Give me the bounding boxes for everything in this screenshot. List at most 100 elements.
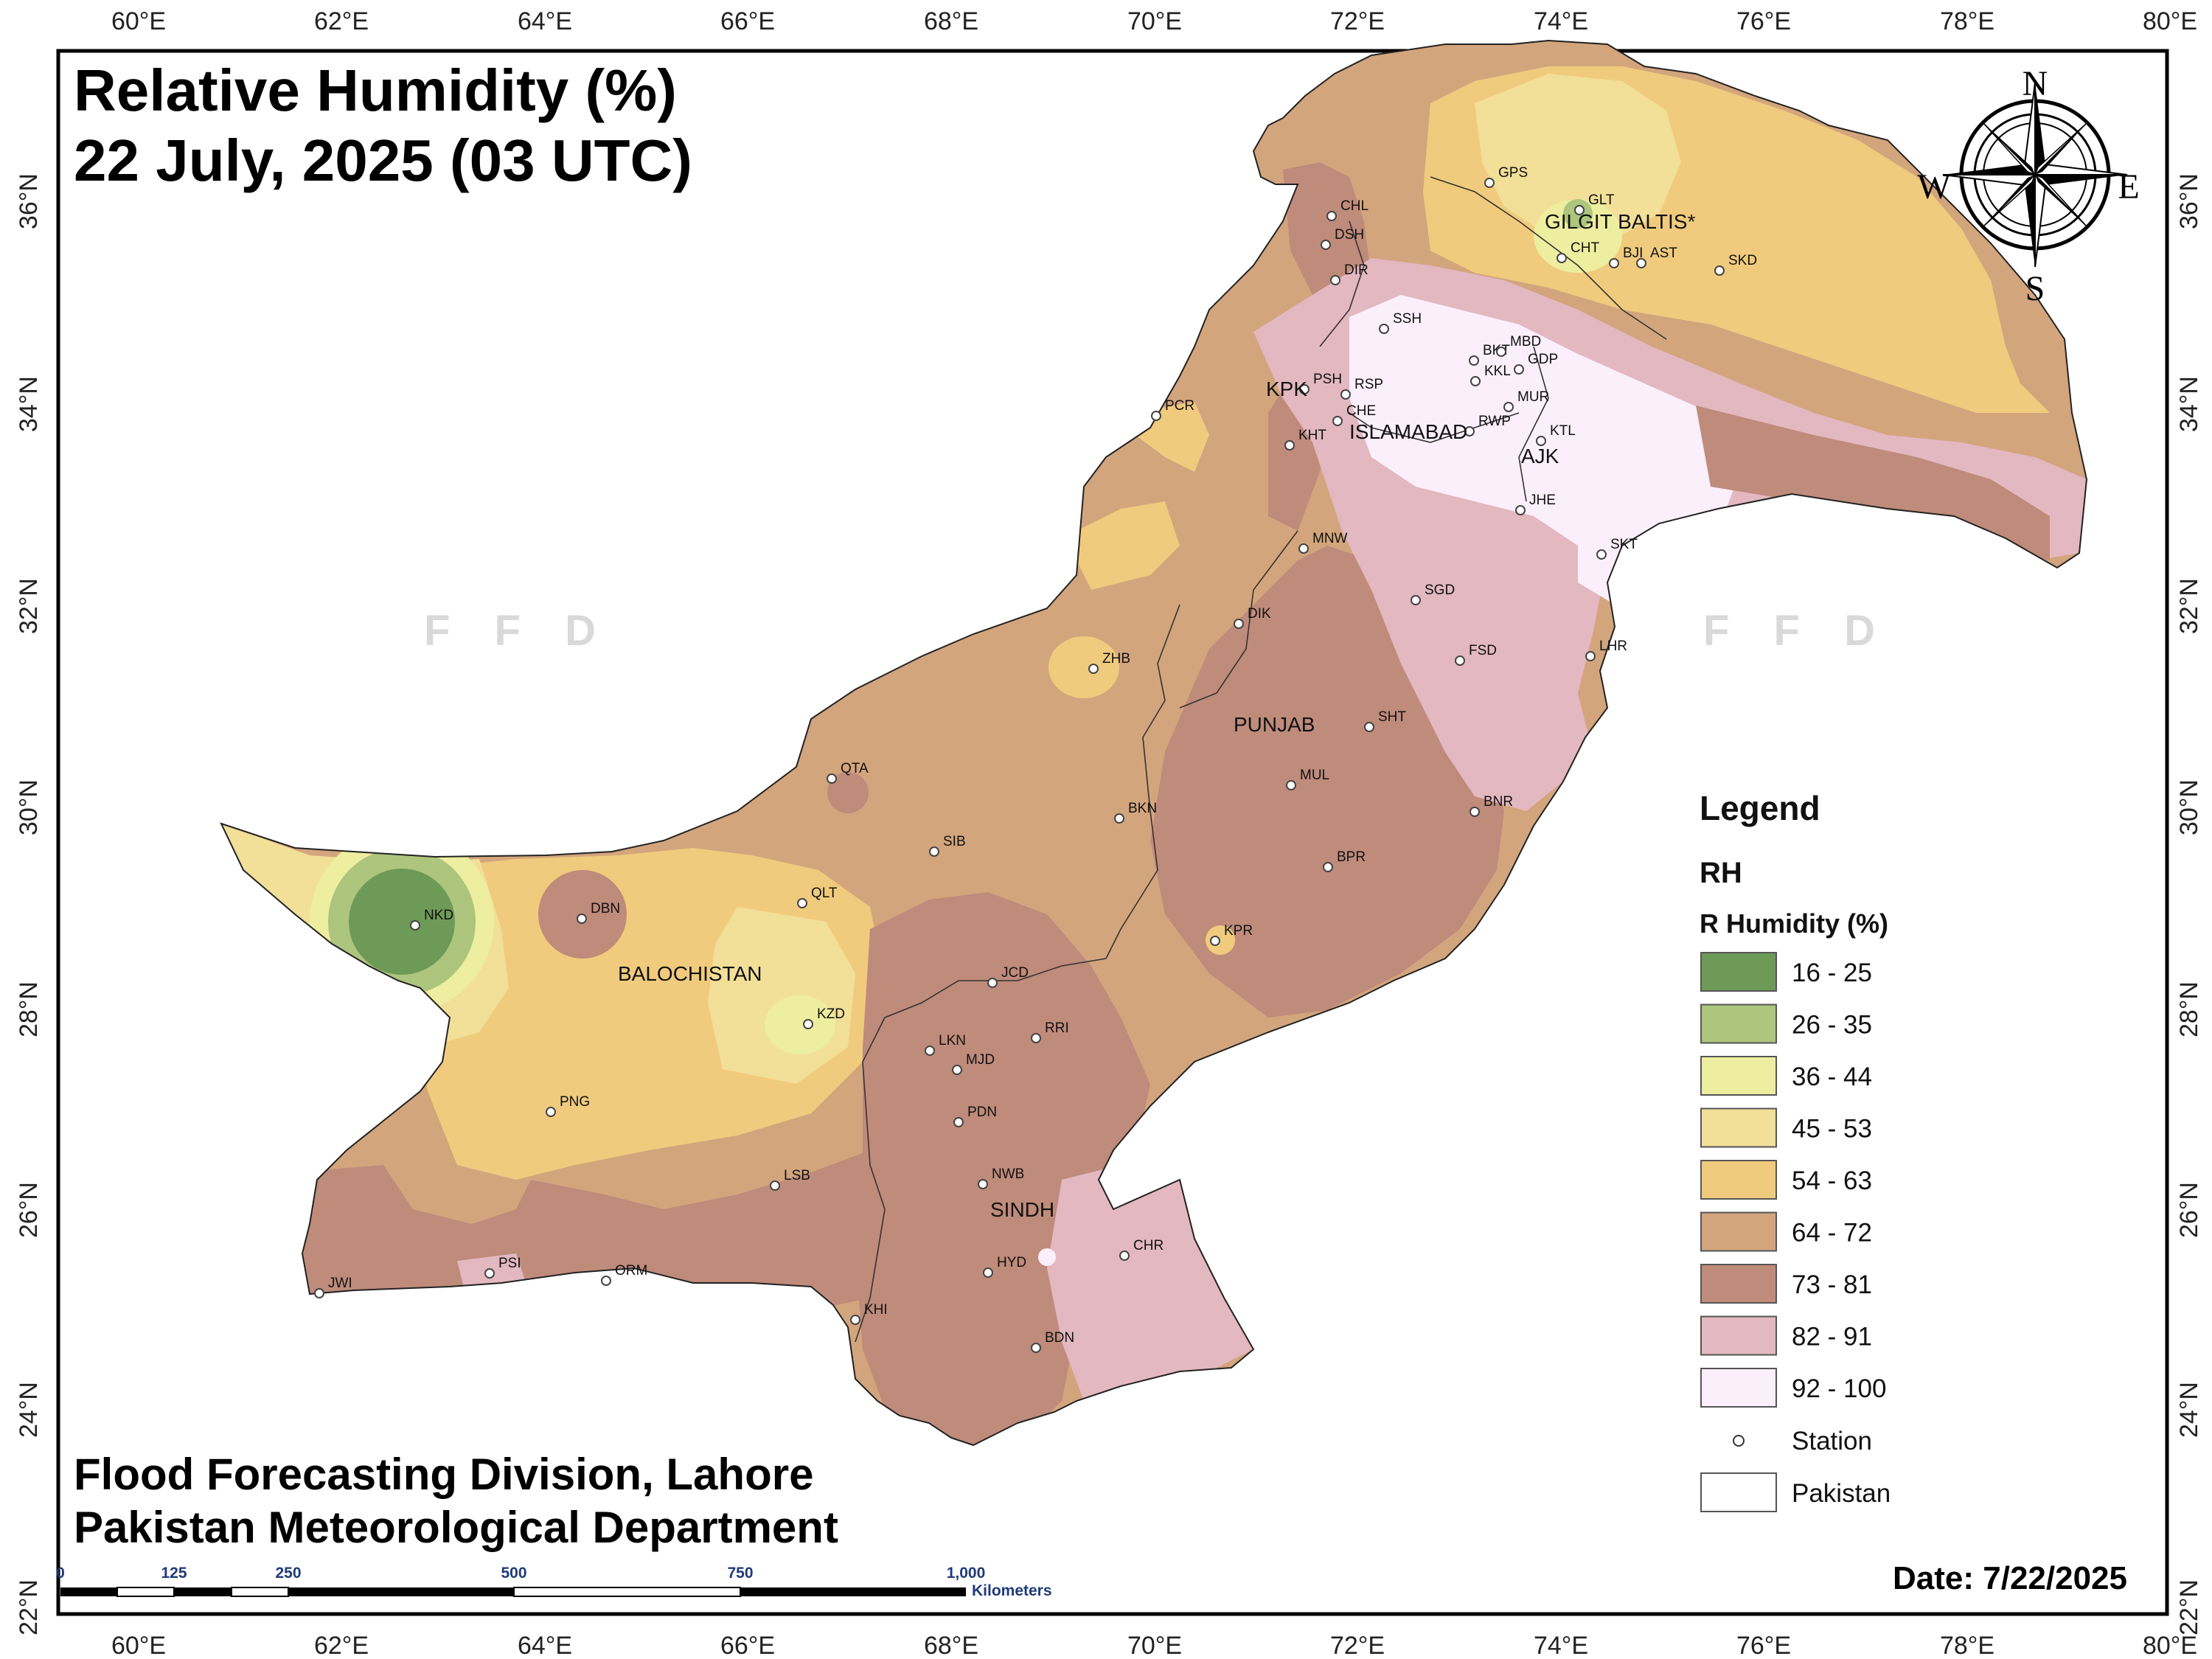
station-label-cht: CHT xyxy=(1571,240,1599,256)
station-marker-orm xyxy=(601,1276,611,1286)
station-label-zhb: ZHB xyxy=(1102,651,1130,667)
lat-tick-right-4: 30°N xyxy=(2175,779,2203,835)
station-marker-pdn xyxy=(953,1117,964,1127)
footer-department: Pakistan Meteorological Department xyxy=(74,1503,838,1552)
legend-label-5: 64 - 72 xyxy=(1792,1219,1872,1248)
footer-division: Flood Forecasting Division, Lahore xyxy=(74,1450,813,1499)
station-marker-hyd xyxy=(983,1267,993,1278)
station-label-chl: CHL xyxy=(1340,198,1368,214)
station-label-kkl: KKL xyxy=(1484,364,1511,379)
lat-tick-left-5: 32°N xyxy=(15,578,43,634)
latitude-ticks-right: 22°N 24°N 26°N 28°N 30°N 32°N 34°N 36°N xyxy=(2175,173,2203,1635)
lon-tick-bottom-5: 70°E xyxy=(1127,1632,1182,1659)
station-label-orm: ORM xyxy=(615,1263,647,1279)
lat-tick-left-0: 22°N xyxy=(15,1579,43,1635)
compass-n: N xyxy=(2023,64,2048,103)
station-label-ktl: KTL xyxy=(1550,423,1576,439)
scale-unit: Kilometers xyxy=(972,1582,1052,1599)
station-marker-qlt xyxy=(797,898,807,908)
station-marker-kht xyxy=(1284,440,1295,451)
scale-seg-5 xyxy=(288,1587,514,1596)
station-label-kht: KHT xyxy=(1298,428,1326,443)
station-marker-glt xyxy=(1574,205,1585,215)
compass-e: E xyxy=(2118,167,2139,206)
station-marker-rsp xyxy=(1340,389,1351,400)
station-label-lhr: LHR xyxy=(1599,639,1627,654)
station-label-dir: DIR xyxy=(1344,262,1368,278)
station-label-qlt: QLT xyxy=(811,886,838,901)
watermark-left: F F D xyxy=(424,607,612,655)
station-marker-pcr xyxy=(1151,411,1161,421)
station-marker-cht xyxy=(1557,253,1567,263)
compass-w: W xyxy=(1917,167,1951,206)
lon-tick-top-3: 66°E xyxy=(720,7,775,35)
station-label-bnr: BNR xyxy=(1484,794,1513,810)
station-layer: GPSGLTCHTBJIASTSKDCHLDSHDIRSSHBKTMBDKKLG… xyxy=(314,165,1757,1353)
station-marker-nwb xyxy=(978,1179,988,1189)
legend-label-1: 26 - 35 xyxy=(1792,1011,1872,1040)
legend-swatch-0 xyxy=(1700,952,1777,992)
legend-label-0: 16 - 25 xyxy=(1792,959,1872,987)
scale-bar: 0 125 250 500 750 1,000 Kilometers xyxy=(56,1565,1051,1599)
scale-tick-1000: 1,000 xyxy=(947,1565,986,1582)
station-label-psh: PSH xyxy=(1313,372,1342,387)
station-marker-sht xyxy=(1364,722,1374,732)
station-label-kzd: KZD xyxy=(817,1006,845,1022)
zone-16-25-nkd xyxy=(349,869,455,975)
scale-tick-250: 250 xyxy=(275,1565,301,1582)
station-marker-ktl xyxy=(1536,436,1546,446)
station-label-sht: SHT xyxy=(1378,709,1406,725)
scale-tick-500: 500 xyxy=(501,1565,526,1582)
lon-tick-bottom-7: 74°E xyxy=(1534,1632,1588,1659)
station-marker-jhe xyxy=(1515,505,1526,515)
station-label-lkn: LKN xyxy=(939,1033,966,1048)
station-label-hyd: HYD xyxy=(997,1255,1026,1270)
lon-tick-bottom-0: 60°E xyxy=(111,1632,166,1659)
zone-36-44-kzd xyxy=(765,995,835,1054)
station-marker-gdp xyxy=(1514,364,1524,375)
zone-92-100-core xyxy=(1349,295,1740,575)
lon-tick-top-6: 72°E xyxy=(1330,7,1385,35)
station-marker-png xyxy=(546,1107,556,1117)
station-marker-bnr xyxy=(1470,807,1480,817)
scale-seg-6 xyxy=(513,1587,741,1597)
lat-tick-right-1: 24°N xyxy=(2175,1382,2203,1438)
longitude-ticks-bottom: 60°E 62°E 64°E 66°E 68°E 70°E 72°E 74°E 76°E 78°E… xyxy=(111,1632,2197,1659)
lat-tick-left-6: 34°N xyxy=(15,376,43,432)
station-marker-lkn xyxy=(925,1046,935,1056)
station-marker-bkn xyxy=(1114,813,1124,824)
lat-tick-left-2: 26°N xyxy=(15,1182,43,1238)
scale-tick-750: 750 xyxy=(727,1565,753,1582)
zone-54-63-zhb xyxy=(1048,636,1119,698)
legend-label-3: 45 - 53 xyxy=(1792,1115,1872,1144)
station-marker-chr xyxy=(1119,1251,1130,1261)
pakistan-boundary xyxy=(220,39,2088,1447)
station-marker-mur xyxy=(1503,402,1514,412)
station-label-mur: MUR xyxy=(1517,389,1549,405)
station-marker-rwp xyxy=(1464,426,1475,437)
watermark-right: F F D xyxy=(1703,607,1891,655)
map-title: Relative Humidity (%) xyxy=(74,58,677,123)
station-marker-bpr xyxy=(1323,862,1333,872)
lat-tick-right-6: 34°N xyxy=(2175,376,2203,432)
legend-station-symbol xyxy=(1733,1435,1745,1447)
legend-label-8: 92 - 100 xyxy=(1792,1374,1886,1403)
scale-tick-0: 0 xyxy=(56,1565,65,1582)
station-label-dbn: DBN xyxy=(591,901,620,917)
station-label-rri: RRI xyxy=(1045,1020,1069,1036)
station-label-bji: BJI xyxy=(1623,246,1643,261)
station-label-skd: SKD xyxy=(1728,253,1757,268)
station-label-gdp: GDP xyxy=(1528,352,1558,367)
north-arrow: N S E W xyxy=(1917,64,2139,308)
lon-tick-bottom-2: 64°E xyxy=(518,1632,572,1659)
legend-swatch-1 xyxy=(1700,1004,1777,1044)
region-sindh: SINDH xyxy=(990,1198,1054,1221)
region-balochistan: BALOCHISTAN xyxy=(618,962,762,985)
lon-tick-top-2: 64°E xyxy=(518,7,572,35)
zone-54-63-zhob-n xyxy=(1077,501,1180,590)
lon-tick-top-7: 74°E xyxy=(1534,7,1588,35)
station-label-dik: DIK xyxy=(1248,606,1271,622)
station-marker-zhb xyxy=(1088,664,1099,674)
station-marker-sib xyxy=(929,846,939,857)
zone-45-53-gilgit xyxy=(1475,74,1681,243)
